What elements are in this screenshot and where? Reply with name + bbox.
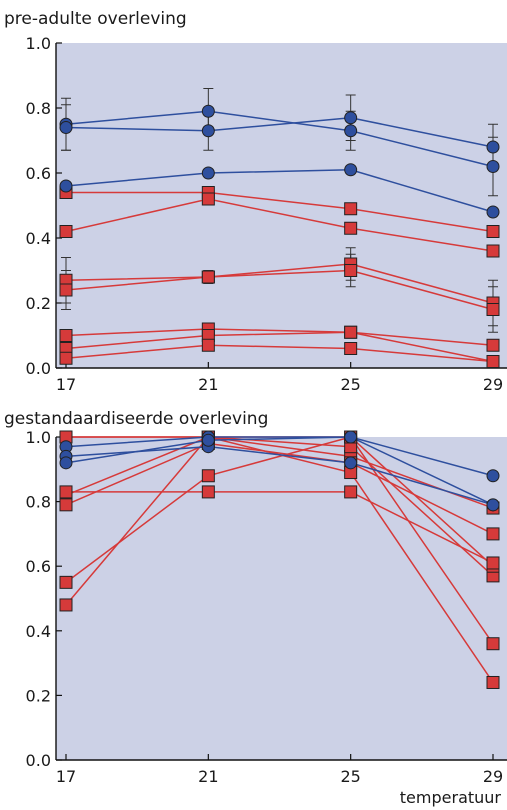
series-line-5 bbox=[65, 198, 494, 252]
chart-2: gestandaardiseerde overleving 0.0 0.2 0.4 0.… bbox=[4, 409, 507, 807]
data-point bbox=[201, 433, 215, 447]
data-point bbox=[344, 430, 358, 444]
series-lines bbox=[65, 110, 494, 363]
y-tick-label: 0.2 bbox=[26, 294, 51, 313]
data-point bbox=[486, 355, 500, 368]
y-tick-label: 1.0 bbox=[26, 428, 51, 447]
data-point bbox=[486, 140, 500, 154]
data-point bbox=[344, 163, 358, 177]
data-point bbox=[201, 192, 215, 206]
y-tick-label: 0.6 bbox=[26, 557, 51, 576]
x-tick-label: 29 bbox=[483, 767, 503, 786]
data-point bbox=[59, 351, 73, 365]
x-tick-label: 29 bbox=[483, 375, 503, 394]
markers bbox=[59, 430, 500, 689]
data-point bbox=[201, 270, 215, 284]
data-point bbox=[201, 124, 215, 138]
series-line-10 bbox=[65, 344, 494, 363]
series-line-1 bbox=[65, 436, 494, 477]
data-point bbox=[201, 166, 215, 180]
data-point bbox=[486, 160, 500, 173]
x-tick-label: 25 bbox=[340, 767, 360, 786]
series-line-9 bbox=[65, 436, 494, 645]
series-line-5 bbox=[66, 436, 494, 577]
y-tick-label: 0.4 bbox=[26, 622, 51, 641]
data-point bbox=[486, 527, 500, 541]
data-point bbox=[59, 498, 73, 512]
data-point bbox=[59, 575, 73, 589]
data-point bbox=[59, 598, 73, 612]
y-tick-label: 0.0 bbox=[26, 359, 51, 378]
series-line-3 bbox=[65, 436, 494, 506]
chart-title: pre-adulte overleving bbox=[4, 9, 187, 29]
data-point bbox=[486, 637, 500, 651]
y-tick-label: 0.0 bbox=[26, 751, 51, 770]
markers bbox=[59, 104, 500, 368]
x-tick-label: 21 bbox=[198, 375, 218, 394]
data-point bbox=[201, 485, 215, 499]
data-point bbox=[59, 225, 73, 238]
data-point bbox=[344, 325, 358, 339]
data-point bbox=[486, 469, 500, 483]
x-tick-label: 17 bbox=[56, 375, 76, 394]
series-line-8 bbox=[66, 491, 494, 564]
y-tick-label: 0.2 bbox=[26, 686, 51, 705]
y-tick-label: 0.8 bbox=[26, 99, 51, 118]
y-tick-label: 0.8 bbox=[26, 493, 51, 512]
y-tick-label: 0.4 bbox=[26, 229, 51, 248]
chart-1: pre-adulte overleving 0.0 0.2 0.4 0.6 0.8 1.0 1… bbox=[4, 9, 507, 394]
x-tick-label: 25 bbox=[340, 375, 360, 394]
y-tick-label: 1.0 bbox=[26, 34, 51, 53]
data-point bbox=[344, 342, 358, 355]
x-axis-label: temperatuur bbox=[400, 788, 502, 807]
data-point bbox=[486, 205, 500, 219]
data-point bbox=[59, 485, 73, 499]
data-point bbox=[344, 456, 358, 470]
data-point bbox=[59, 283, 73, 297]
series-lines bbox=[65, 436, 494, 683]
data-point bbox=[486, 556, 500, 570]
series-line-8 bbox=[65, 328, 494, 346]
series-line-1 bbox=[65, 110, 494, 168]
chart-title: gestandaardiseerde overleving bbox=[4, 409, 268, 429]
series-line-2 bbox=[65, 116, 494, 148]
data-point bbox=[201, 469, 215, 483]
x-tick-label: 21 bbox=[198, 767, 218, 786]
series-line-9 bbox=[65, 331, 494, 363]
x-tick-label: 17 bbox=[56, 767, 76, 786]
data-point bbox=[486, 675, 500, 689]
series-line-6 bbox=[65, 263, 494, 304]
plot-area bbox=[56, 43, 507, 368]
data-point bbox=[486, 244, 500, 258]
data-point bbox=[344, 124, 358, 138]
series-line-7 bbox=[65, 269, 494, 311]
data-point bbox=[344, 202, 358, 216]
data-point bbox=[59, 121, 73, 134]
data-point bbox=[59, 179, 73, 193]
series-line-4 bbox=[66, 191, 494, 233]
data-point bbox=[201, 104, 215, 118]
series-line-3 bbox=[65, 168, 494, 213]
data-point bbox=[486, 338, 500, 352]
plot-area bbox=[56, 437, 507, 760]
y-tick-label: 0.6 bbox=[26, 164, 51, 183]
data-point bbox=[344, 111, 358, 125]
data-point bbox=[59, 456, 73, 470]
data-point bbox=[486, 303, 500, 316]
data-point bbox=[201, 338, 215, 352]
data-point bbox=[486, 225, 500, 238]
data-point bbox=[344, 485, 358, 499]
data-point bbox=[59, 329, 73, 342]
series-line-7 bbox=[65, 442, 494, 535]
data-point bbox=[344, 264, 358, 277]
data-point bbox=[486, 498, 500, 512]
data-point bbox=[344, 221, 358, 235]
